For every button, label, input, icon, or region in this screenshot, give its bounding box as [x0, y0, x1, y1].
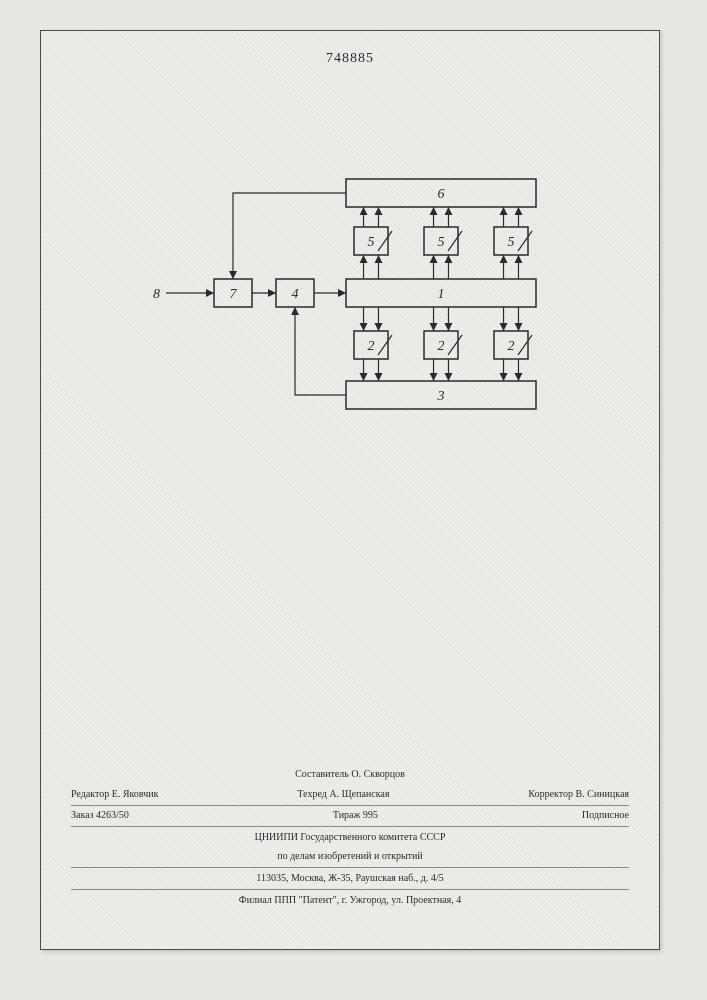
imprint-footer: Составитель О. Скворцов Редактор Е. Яков…	[71, 765, 629, 909]
footer-row-credits: Редактор Е. Яковчик Техред А. Щепанская …	[71, 785, 629, 806]
svg-text:3: 3	[437, 389, 445, 404]
order-value: 4263/50	[96, 810, 129, 821]
svg-text:6: 6	[438, 187, 445, 202]
tirazh-label: Тираж	[333, 810, 361, 821]
block-diagram: 1 3 6 4 7 5 5 5 2 2 2 8	[136, 161, 566, 441]
footer-addr-1: 113035, Москва, Ж-35, Раушская наб., д. …	[71, 868, 629, 890]
compiler-name: О. Скворцов	[351, 769, 404, 780]
footer-row-compiler: Составитель О. Скворцов	[71, 765, 629, 785]
svg-text:5: 5	[368, 235, 375, 250]
compiler-label: Составитель	[295, 769, 349, 780]
footer-row-order: Заказ 4263/50 Тираж 995 Подписное	[71, 806, 629, 827]
techred-name: А. Щепанская	[329, 789, 389, 800]
footer-addr-2: Филиал ППП "Патент", г. Ужгород, ул. Про…	[71, 890, 629, 909]
order-label: Заказ	[71, 810, 94, 821]
svg-text:5: 5	[508, 235, 515, 250]
svg-text:2: 2	[508, 339, 515, 354]
subscription-label: Подписное	[582, 808, 629, 824]
svg-text:2: 2	[438, 339, 445, 354]
corrector-label: Корректор	[528, 789, 573, 800]
page-frame: 748885 1 3 6 4 7 5 5 5 2 2 2 8 Составитель О. Сквор…	[40, 30, 660, 950]
corrector-name: В. Синицкая	[575, 789, 629, 800]
editor-name: Е. Яковчик	[112, 789, 159, 800]
footer-org-2: по делам изобретений и открытий	[71, 846, 629, 868]
svg-text:1: 1	[438, 287, 445, 302]
svg-text:4: 4	[292, 287, 299, 302]
footer-org-1: ЦНИИПИ Государственного комитета СССР	[71, 827, 629, 846]
svg-text:7: 7	[230, 287, 238, 302]
svg-text:2: 2	[368, 339, 375, 354]
techred-label: Техред	[297, 789, 326, 800]
editor-label: Редактор	[71, 789, 109, 800]
svg-text:8: 8	[153, 287, 160, 302]
svg-text:5: 5	[438, 235, 445, 250]
tirazh-value: 995	[363, 810, 378, 821]
document-number: 748885	[326, 51, 374, 67]
